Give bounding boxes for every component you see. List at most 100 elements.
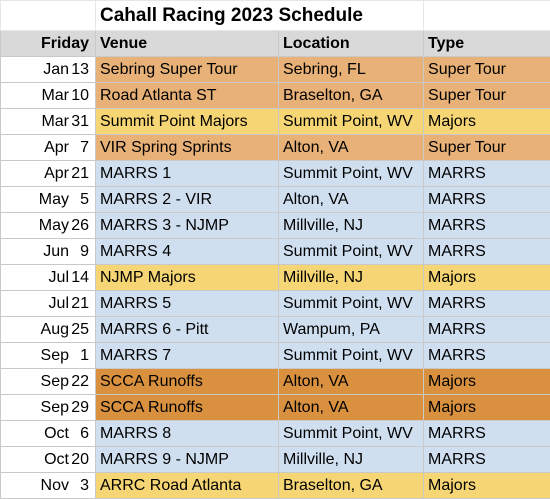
type-cell[interactable]: MARRS [423, 212, 550, 239]
location-cell[interactable]: Alton, VA [277, 134, 425, 161]
table-row: Apr 7 VIR Spring Sprints Alton, VA Super Tou… [0, 134, 550, 161]
date-month: Sep [40, 398, 69, 416]
type-cell[interactable]: MARRS [423, 238, 550, 265]
date-cell[interactable]: Aug 25 [0, 316, 96, 343]
date-month: Jul [48, 294, 69, 312]
location-cell[interactable]: Summit Point, WV [277, 238, 425, 265]
type-cell[interactable]: MARRS [423, 160, 550, 187]
table-row: Jan 13 Sebring Super Tour Sebring, FL Super … [0, 56, 550, 83]
header-row: Friday Venue Location Type [0, 30, 550, 57]
venue-cell[interactable]: MARRS 9 - NJMP [95, 446, 279, 473]
venue-cell[interactable]: SCCA Runoffs [95, 368, 279, 395]
location-cell[interactable]: Alton, VA [277, 394, 425, 421]
title-empty-cell[interactable] [0, 0, 96, 31]
venue-cell[interactable]: Road Atlanta ST [95, 82, 279, 109]
date-cell[interactable]: Mar 10 [0, 82, 96, 109]
table-row: Jul 21 MARRS 5 Summit Point, WV MARRS [0, 290, 550, 317]
type-cell[interactable]: Super Tour [423, 82, 550, 109]
location-cell[interactable]: Alton, VA [277, 368, 425, 395]
date-month: Jul [48, 268, 69, 286]
title-empty-cell-right[interactable] [423, 0, 550, 31]
date-cell[interactable]: Oct 6 [0, 420, 96, 447]
title-row: Cahall Racing 2023 Schedule [0, 0, 550, 31]
table-row: Apr 21 MARRS 1 Summit Point, WV MARRS [0, 160, 550, 187]
location-cell[interactable]: Wampum, PA [277, 316, 425, 343]
location-cell[interactable]: Sebring, FL [277, 56, 425, 83]
date-cell[interactable]: Apr 21 [0, 160, 96, 187]
type-cell[interactable]: MARRS [423, 420, 550, 447]
date-day: 5 [80, 190, 89, 208]
date-cell[interactable]: Sep 1 [0, 342, 96, 369]
date-day: 29 [71, 398, 89, 416]
location-cell[interactable]: Summit Point, WV [277, 160, 425, 187]
type-cell[interactable]: Super Tour [423, 56, 550, 83]
date-cell[interactable]: Apr 7 [0, 134, 96, 161]
type-cell[interactable]: Majors [423, 264, 550, 291]
date-month: Mar [41, 112, 69, 130]
header-venue[interactable]: Venue [95, 30, 279, 57]
date-cell[interactable]: Sep 22 [0, 368, 96, 395]
type-cell[interactable]: Super Tour [423, 134, 550, 161]
date-day: 14 [71, 268, 89, 286]
date-month: Jan [43, 60, 69, 78]
venue-cell[interactable]: MARRS 2 - VIR [95, 186, 279, 213]
venue-cell[interactable]: Sebring Super Tour [95, 56, 279, 83]
date-day: 7 [80, 138, 89, 156]
header-type[interactable]: Type [423, 30, 550, 57]
type-cell[interactable]: Majors [423, 472, 550, 499]
date-cell[interactable]: Mar 31 [0, 108, 96, 135]
venue-cell[interactable]: NJMP Majors [95, 264, 279, 291]
type-cell[interactable]: MARRS [423, 186, 550, 213]
date-cell[interactable]: May 26 [0, 212, 96, 239]
location-cell[interactable]: Summit Point, WV [277, 290, 425, 317]
venue-cell[interactable]: MARRS 3 - NJMP [95, 212, 279, 239]
location-cell[interactable]: Millville, NJ [277, 212, 425, 239]
venue-cell[interactable]: MARRS 6 - Pitt [95, 316, 279, 343]
location-cell[interactable]: Summit Point, WV [277, 342, 425, 369]
date-cell[interactable]: Jun 9 [0, 238, 96, 265]
table-row: Sep 29 SCCA Runoffs Alton, VA Majors [0, 394, 550, 421]
location-cell[interactable]: Millville, NJ [277, 446, 425, 473]
venue-cell[interactable]: MARRS 8 [95, 420, 279, 447]
location-cell[interactable]: Summit Point, WV [277, 108, 425, 135]
date-cell[interactable]: Jul 14 [0, 264, 96, 291]
venue-cell[interactable]: SCCA Runoffs [95, 394, 279, 421]
schedule-title[interactable]: Cahall Racing 2023 Schedule [94, 0, 425, 31]
table-row: Jul 14 NJMP Majors Millville, NJ Majors [0, 264, 550, 291]
venue-cell[interactable]: MARRS 5 [95, 290, 279, 317]
location-cell[interactable]: Alton, VA [277, 186, 425, 213]
location-cell[interactable]: Summit Point, WV [277, 420, 425, 447]
date-day: 20 [71, 450, 89, 468]
date-cell[interactable]: Jan 13 [0, 56, 96, 83]
venue-cell[interactable]: MARRS 7 [95, 342, 279, 369]
location-cell[interactable]: Braselton, GA [277, 472, 425, 499]
table-row: Jun 9 MARRS 4 Summit Point, WV MARRS [0, 238, 550, 265]
date-day: 9 [80, 242, 89, 260]
date-cell[interactable]: May 5 [0, 186, 96, 213]
venue-cell[interactable]: VIR Spring Sprints [95, 134, 279, 161]
type-cell[interactable]: Majors [423, 108, 550, 135]
date-month: Nov [40, 476, 69, 494]
venue-cell[interactable]: MARRS 1 [95, 160, 279, 187]
table-row: Mar 10 Road Atlanta ST Braselton, GA Super T… [0, 82, 550, 109]
type-cell[interactable]: MARRS [423, 446, 550, 473]
date-month: Apr [44, 138, 69, 156]
type-cell[interactable]: MARRS [423, 342, 550, 369]
date-cell[interactable]: Sep 29 [0, 394, 96, 421]
type-cell[interactable]: MARRS [423, 316, 550, 343]
venue-cell[interactable]: Summit Point Majors [95, 108, 279, 135]
date-cell[interactable]: Nov 3 [0, 472, 96, 499]
type-cell[interactable]: Majors [423, 368, 550, 395]
location-cell[interactable]: Millville, NJ [277, 264, 425, 291]
venue-cell[interactable]: ARRC Road Atlanta [95, 472, 279, 499]
date-cell[interactable]: Oct 20 [0, 446, 96, 473]
type-cell[interactable]: Majors [423, 394, 550, 421]
header-location[interactable]: Location [277, 30, 425, 57]
location-cell[interactable]: Braselton, GA [277, 82, 425, 109]
date-cell[interactable]: Jul 21 [0, 290, 96, 317]
venue-cell[interactable]: MARRS 4 [95, 238, 279, 265]
table-row: Oct 20 MARRS 9 - NJMP Millville, NJ MARRS [0, 446, 550, 473]
header-friday[interactable]: Friday [0, 30, 96, 57]
type-cell[interactable]: MARRS [423, 290, 550, 317]
